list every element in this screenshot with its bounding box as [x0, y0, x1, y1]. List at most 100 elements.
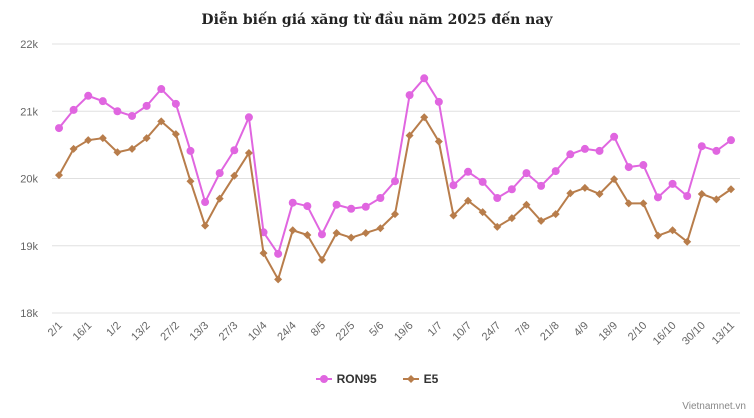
- legend-item-ron95[interactable]: RON95: [315, 372, 377, 386]
- x-tick-label: 13/2: [129, 320, 153, 344]
- data-point-ron95: [230, 146, 239, 155]
- y-tick-label: 21k: [20, 106, 38, 118]
- data-point-ron95: [537, 181, 546, 190]
- data-point-ron95: [142, 101, 151, 110]
- data-point-e5: [55, 171, 63, 180]
- data-point-e5: [624, 199, 633, 208]
- chart-title: Diễn biến giá xăng từ đầu năm 2025 đến n…: [201, 12, 553, 28]
- x-tick-label: 13/11: [710, 320, 737, 347]
- data-point-ron95: [507, 185, 516, 194]
- data-point-e5: [142, 134, 151, 143]
- data-point-e5: [171, 130, 180, 139]
- data-point-e5: [683, 237, 692, 246]
- data-point-ron95: [434, 97, 443, 106]
- x-tick-label: 27/2: [158, 320, 182, 344]
- x-tick-label: 16/10: [651, 320, 679, 348]
- x-tick-label: 4/9: [572, 320, 591, 339]
- data-point-e5: [727, 185, 735, 194]
- y-tick-label: 22k: [20, 39, 38, 51]
- data-point-ron95: [391, 177, 399, 186]
- x-tick-label: 10/4: [246, 320, 270, 344]
- data-point-ron95: [128, 111, 137, 120]
- data-point-e5: [274, 275, 283, 284]
- ron95-legend-icon: [315, 375, 332, 383]
- data-point-ron95: [668, 179, 677, 188]
- e5-legend-icon: [402, 375, 419, 383]
- data-point-e5: [332, 228, 341, 237]
- x-tick-label: 1/2: [104, 320, 123, 339]
- data-point-e5: [157, 117, 166, 126]
- data-point-ron95: [653, 193, 662, 202]
- data-point-ron95: [566, 150, 575, 159]
- y-tick-label: 20k: [20, 174, 38, 186]
- x-tick-label: 2/10: [626, 320, 650, 344]
- data-point-e5: [347, 233, 356, 242]
- data-point-ron95: [420, 74, 429, 83]
- data-point-ron95: [493, 194, 502, 203]
- data-point-ron95: [551, 167, 560, 176]
- data-point-e5: [244, 148, 253, 157]
- data-point-e5: [361, 228, 370, 237]
- x-tick-label: 24/7: [480, 320, 504, 344]
- data-point-e5: [230, 171, 239, 180]
- data-point-e5: [84, 136, 93, 145]
- data-point-ron95: [201, 198, 210, 207]
- data-point-e5: [610, 175, 619, 184]
- data-point-ron95: [727, 136, 735, 145]
- data-point-ron95: [215, 169, 224, 178]
- x-tick-label: 18/9: [597, 320, 621, 344]
- data-point-ron95: [522, 169, 531, 178]
- x-tick-label: 5/6: [367, 320, 386, 339]
- x-tick-label: 16/1: [71, 320, 95, 344]
- x-tick-label: 1/7: [426, 320, 445, 339]
- legend-item-e5[interactable]: E5: [402, 372, 438, 386]
- x-tick-label: 10/7: [451, 320, 475, 344]
- data-point-e5: [653, 231, 662, 240]
- y-tick-label: 18k: [20, 308, 38, 320]
- data-point-e5: [639, 199, 648, 208]
- data-point-e5: [259, 249, 268, 258]
- data-point-e5: [420, 113, 429, 122]
- data-point-e5: [507, 214, 516, 223]
- data-point-ron95: [98, 97, 107, 106]
- data-point-ron95: [712, 146, 721, 155]
- legend: RON95 E5: [0, 372, 754, 386]
- data-point-ron95: [697, 142, 706, 151]
- data-point-ron95: [113, 107, 122, 116]
- x-tick-label: 21/8: [538, 320, 562, 344]
- y-tick-label: 19k: [20, 241, 38, 253]
- data-point-ron95: [610, 132, 619, 141]
- data-point-e5: [391, 210, 399, 219]
- source-credit: Vietnamnet.vn: [682, 401, 746, 412]
- data-point-e5: [69, 144, 78, 153]
- data-point-e5: [288, 226, 297, 235]
- data-point-ron95: [347, 204, 356, 213]
- data-point-e5: [712, 195, 721, 204]
- data-point-ron95: [332, 200, 341, 209]
- data-point-ron95: [69, 105, 78, 114]
- data-point-ron95: [595, 146, 604, 155]
- data-point-ron95: [639, 161, 648, 170]
- data-point-ron95: [317, 230, 326, 239]
- data-point-ron95: [361, 202, 370, 211]
- x-tick-label: 22/5: [334, 320, 358, 344]
- data-point-e5: [522, 200, 531, 209]
- data-point-ron95: [405, 91, 414, 100]
- series-line-e5: [58, 115, 732, 282]
- data-point-ron95: [449, 181, 458, 190]
- data-point-e5: [580, 183, 589, 192]
- data-point-e5: [697, 189, 706, 198]
- data-point-e5: [201, 221, 210, 230]
- data-point-e5: [303, 230, 312, 239]
- data-point-ron95: [303, 202, 312, 211]
- data-point-e5: [317, 255, 326, 264]
- data-point-ron95: [157, 85, 166, 94]
- data-point-ron95: [478, 177, 487, 186]
- data-point-e5: [128, 144, 137, 153]
- data-point-e5: [449, 211, 458, 220]
- x-tick-label: 13/3: [188, 320, 212, 344]
- data-point-e5: [405, 131, 414, 140]
- data-point-e5: [186, 177, 195, 186]
- data-point-e5: [478, 208, 487, 217]
- data-point-ron95: [84, 91, 93, 100]
